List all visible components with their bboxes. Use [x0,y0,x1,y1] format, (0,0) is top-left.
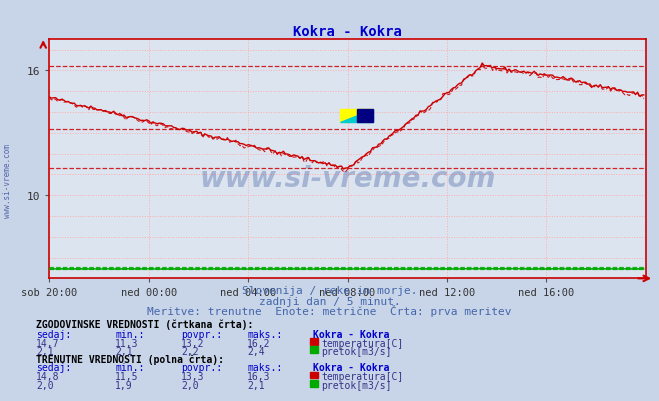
Polygon shape [340,110,373,123]
Text: min.:: min.: [115,329,145,339]
Text: zadnji dan / 5 minut.: zadnji dan / 5 minut. [258,296,401,306]
Text: Slovenija / reke in morje.: Slovenija / reke in morje. [242,286,417,296]
Text: 11,3: 11,3 [115,338,139,348]
Text: 2,0: 2,0 [181,380,199,390]
Text: 2,0: 2,0 [36,380,54,390]
Text: 1,9: 1,9 [115,380,133,390]
Text: maks.:: maks.: [247,329,282,339]
Text: min.:: min.: [115,363,145,373]
Text: sedaj:: sedaj: [36,363,71,373]
Text: TRENUTNE VREDNOSTI (polna črta):: TRENUTNE VREDNOSTI (polna črta): [36,353,224,364]
Text: temperatura[C]: temperatura[C] [321,338,403,348]
Text: pretok[m3/s]: pretok[m3/s] [321,346,391,356]
Text: 16,3: 16,3 [247,371,271,381]
Text: povpr.:: povpr.: [181,329,222,339]
Text: 16,2: 16,2 [247,338,271,348]
Text: 11,5: 11,5 [115,371,139,381]
Text: temperatura[C]: temperatura[C] [321,371,403,381]
Text: 13,3: 13,3 [181,371,205,381]
Polygon shape [340,110,373,123]
Text: www.si-vreme.com: www.si-vreme.com [3,144,13,217]
Text: ZGODOVINSKE VREDNOSTI (črtkana črta):: ZGODOVINSKE VREDNOSTI (črtkana črta): [36,319,254,330]
Text: 2,4: 2,4 [247,346,265,356]
Text: 13,2: 13,2 [181,338,205,348]
Text: Meritve: trenutne  Enote: metrične  Črta: prva meritev: Meritve: trenutne Enote: metrične Črta: … [147,304,512,316]
Text: maks.:: maks.: [247,363,282,373]
Text: 2,2: 2,2 [181,346,199,356]
Text: 2,1: 2,1 [115,346,133,356]
Text: 2,1: 2,1 [247,380,265,390]
Text: 2,1: 2,1 [36,346,54,356]
Text: pretok[m3/s]: pretok[m3/s] [321,380,391,390]
Text: povpr.:: povpr.: [181,363,222,373]
Text: www.si-vreme.com: www.si-vreme.com [200,164,496,192]
Text: 14,8: 14,8 [36,371,60,381]
Text: Kokra - Kokra: Kokra - Kokra [313,363,389,373]
Text: 14,7: 14,7 [36,338,60,348]
Text: sedaj:: sedaj: [36,329,71,339]
Polygon shape [357,110,373,123]
Title: Kokra - Kokra: Kokra - Kokra [293,25,402,39]
Text: Kokra - Kokra: Kokra - Kokra [313,329,389,339]
